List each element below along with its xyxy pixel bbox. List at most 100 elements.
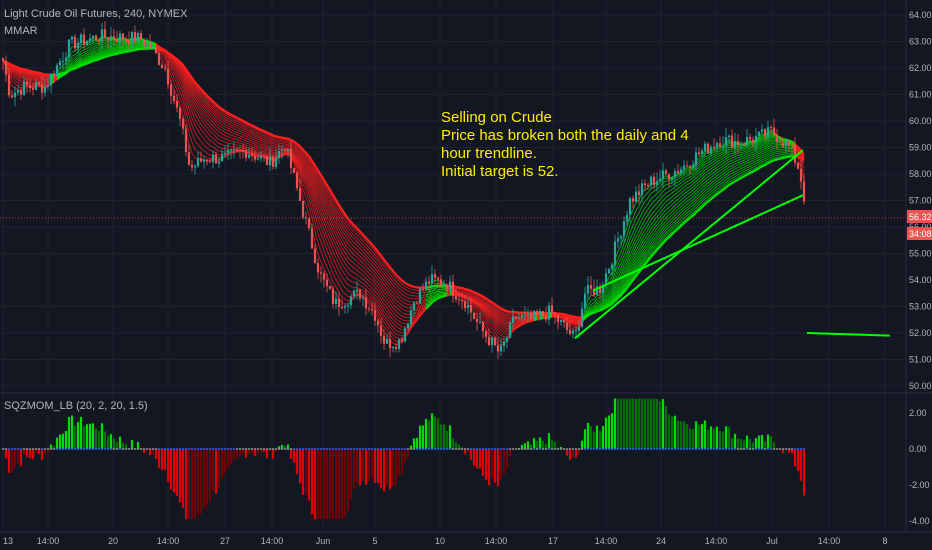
candle (793, 137, 797, 167)
momentum-bar (547, 433, 551, 449)
momentum-bar (484, 449, 488, 480)
momentum-bar (193, 449, 197, 520)
momentum-bar (19, 449, 23, 467)
momentum-bar (766, 434, 770, 449)
candle (139, 30, 143, 41)
symbol-title[interactable]: Light Crude Oil Futures, 240, NYMEX (4, 8, 188, 20)
oscillator-axis[interactable]: 2.00 0.00 -2.00 -4.00 (909, 408, 930, 526)
candle-body (487, 336, 491, 346)
momentum-bar (202, 449, 206, 508)
momentum-bar (340, 449, 344, 520)
candle (10, 89, 14, 99)
candle (250, 147, 254, 162)
candle (460, 293, 464, 310)
candle-body (175, 101, 179, 108)
oscillator-tick-label: 2.00 (909, 408, 927, 418)
candle-body (385, 339, 389, 344)
candle (739, 140, 743, 150)
candle (88, 33, 92, 46)
candle (568, 321, 572, 336)
oscillator-tick-label: 0.00 (909, 444, 927, 454)
candle-body (289, 148, 293, 168)
candle (631, 195, 635, 209)
candle-body (202, 159, 206, 162)
candle-body (100, 29, 104, 42)
candle-body (82, 34, 86, 45)
candle-body (538, 310, 542, 315)
momentum-bar (295, 449, 299, 475)
momentum-bar (736, 438, 740, 449)
momentum-bar (502, 449, 506, 475)
time-tick-label: 20 (108, 536, 118, 546)
candle-body (661, 170, 665, 179)
price-axis[interactable]: 64.00 63.00 62.00 61.00 60.00 59.00 58.00 57.00… (909, 10, 932, 391)
candle-body (490, 337, 494, 346)
momentum-bar (265, 449, 269, 459)
momentum-bar (406, 449, 410, 458)
momentum-bar (253, 449, 257, 456)
momentum-bar (442, 424, 446, 449)
candle (760, 124, 764, 134)
candle (682, 159, 686, 175)
momentum-bar (676, 420, 680, 449)
candle-body (670, 177, 674, 180)
candle-body (571, 330, 575, 334)
ribbon-ema-line (581, 149, 796, 320)
momentum-bar (772, 442, 776, 449)
momentum-bar (4, 449, 8, 459)
candle (433, 269, 437, 284)
momentum-bar (559, 446, 563, 449)
ribbon-ema-line (53, 78, 58, 81)
candle (223, 145, 227, 159)
time-axis[interactable]: 13 14:00 20 14:00 27 14:00 Jun 5 10 14:00 17 14:00 2… (3, 536, 888, 546)
momentum-bar (424, 418, 428, 449)
momentum-bar (667, 414, 671, 449)
momentum-bar (460, 447, 464, 449)
candle-body (355, 289, 359, 291)
candle (607, 267, 611, 275)
candle (595, 279, 599, 296)
candle (586, 276, 590, 300)
candle-body (787, 140, 791, 146)
candle-body (226, 150, 230, 153)
candle-body (697, 152, 701, 155)
momentum-bar (106, 435, 110, 449)
candle (82, 28, 86, 50)
candle-body (268, 156, 272, 166)
candle (397, 337, 401, 353)
candle-body (409, 310, 413, 325)
candle (523, 306, 527, 321)
momentum-bar (679, 421, 683, 449)
candle-body (751, 139, 755, 143)
candle-body (607, 269, 611, 274)
candle (769, 125, 773, 134)
candle (274, 149, 278, 170)
momentum-bar (142, 449, 146, 453)
momentum-bar (277, 446, 281, 449)
momentum-bar (334, 449, 338, 520)
momentum-bar (418, 425, 422, 449)
candle (322, 270, 326, 288)
momentum-bar (145, 449, 149, 451)
indicator-label[interactable]: MMAR (4, 25, 38, 37)
momentum-bar (346, 449, 350, 512)
momentum-bar (637, 398, 641, 449)
momentum-bar (685, 424, 689, 449)
momentum-bar (235, 449, 239, 459)
oscillator-label[interactable]: SQZMOM_LB (20, 2, 20, 1.5) (4, 400, 148, 412)
ribbon-ema-line (581, 141, 796, 322)
candle (394, 342, 398, 353)
candle (292, 167, 296, 173)
annotation-line-2: Price has broken both the daily and 4 (441, 127, 689, 144)
candle-body (292, 167, 296, 173)
candle (613, 234, 617, 272)
momentum-bar (688, 428, 692, 449)
candle-body (568, 329, 572, 334)
candle (736, 134, 740, 154)
candle-body (445, 284, 449, 291)
momentum-bar (241, 449, 245, 454)
ribbon-ema-line (581, 138, 796, 322)
candle-body (1, 58, 5, 62)
ribbon-ema-line (425, 294, 448, 304)
